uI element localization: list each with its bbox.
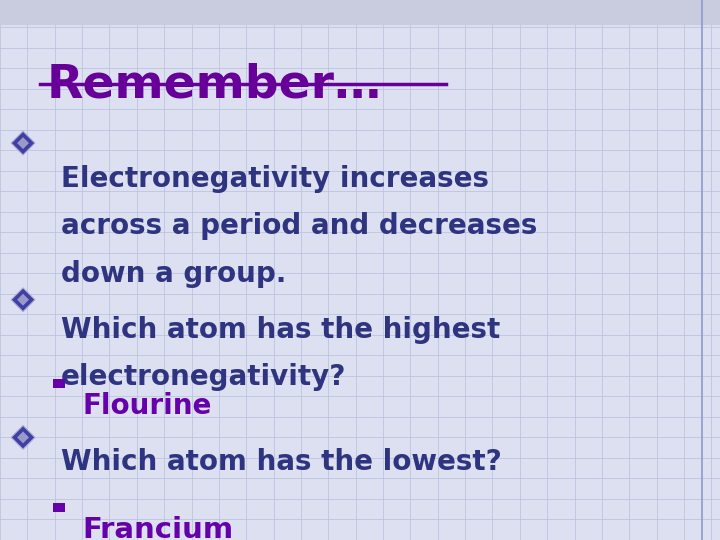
Bar — [53, 379, 65, 388]
Polygon shape — [17, 294, 29, 306]
Polygon shape — [12, 426, 35, 449]
Bar — [53, 503, 65, 512]
Text: Which atom has the lowest?: Which atom has the lowest? — [61, 448, 502, 476]
Polygon shape — [12, 288, 35, 312]
Polygon shape — [17, 137, 29, 149]
Text: Flourine: Flourine — [83, 392, 212, 420]
Text: Which atom has the highest: Which atom has the highest — [61, 316, 500, 344]
Polygon shape — [12, 131, 35, 155]
Text: down a group.: down a group. — [61, 260, 287, 288]
Text: across a period and decreases: across a period and decreases — [61, 212, 538, 240]
Text: Remember…: Remember… — [47, 62, 382, 107]
Text: Electronegativity increases: Electronegativity increases — [61, 165, 489, 193]
Text: Francium: Francium — [83, 516, 234, 540]
Polygon shape — [17, 431, 29, 443]
Text: electronegativity?: electronegativity? — [61, 363, 346, 392]
